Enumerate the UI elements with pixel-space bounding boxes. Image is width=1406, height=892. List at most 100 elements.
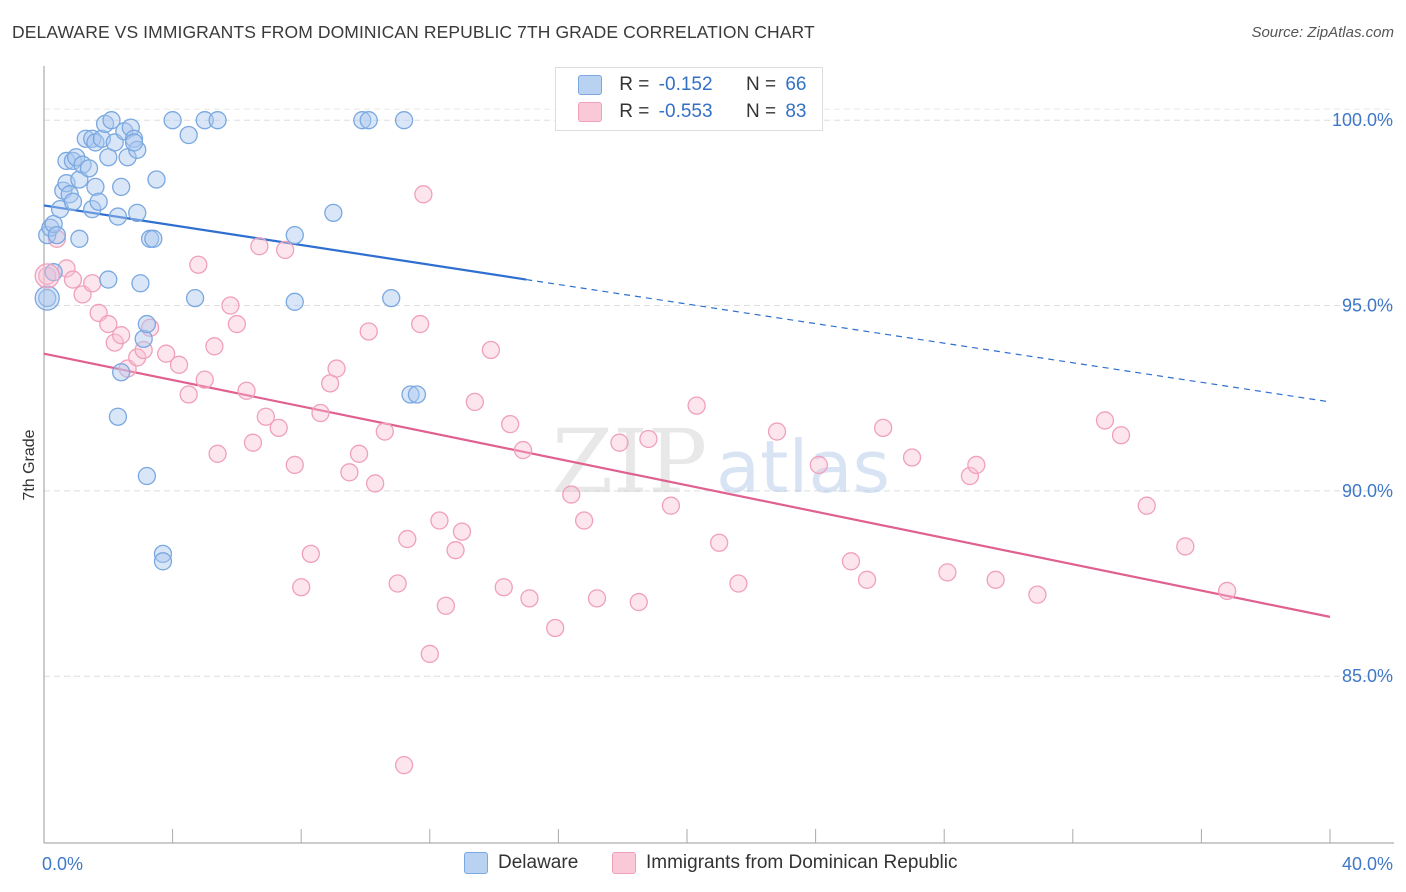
axes [43, 66, 1394, 844]
legend-item-dominican: Immigrants from Dominican Republic [612, 852, 958, 874]
r-value-dominican: -0.553 [658, 101, 713, 122]
delaware-point [285, 225, 304, 245]
delaware-point [112, 177, 131, 197]
dominican-point [587, 589, 607, 608]
dominican-point [938, 563, 957, 582]
dominican-point [237, 381, 256, 400]
delaware-point [112, 363, 131, 382]
dominican-point [398, 529, 417, 549]
dominican-point [99, 314, 118, 334]
delaware-point [163, 111, 182, 130]
dominican-point [520, 589, 539, 608]
dominican-point [481, 340, 501, 360]
y-tick-label: 100.0% [1332, 110, 1393, 130]
x-tick-label-min: 0.0% [42, 854, 83, 874]
delaware-point [407, 385, 427, 404]
delaware-trend-line [43, 204, 527, 281]
dominican-swatch [578, 101, 602, 122]
dominican-point [256, 407, 275, 426]
dominican-trend-line [43, 352, 1331, 618]
delaware-point [121, 118, 140, 137]
dominican-point [375, 422, 394, 441]
legend-row-delaware: R = -0.152 N = 66 [578, 74, 806, 100]
delaware-point [108, 407, 128, 426]
dominican-point [1028, 585, 1047, 604]
dominican-point [394, 756, 414, 775]
delaware-point [128, 203, 147, 223]
dominican-point [179, 385, 198, 404]
delaware-point [47, 225, 67, 245]
delaware-point [131, 274, 150, 293]
delaware-point [34, 285, 60, 311]
dominican-point [465, 392, 484, 412]
dominican-point [250, 237, 269, 256]
delaware-point [89, 192, 108, 211]
dominican-point [873, 418, 893, 437]
x-tick-label-max: 40.0% [1342, 854, 1393, 874]
delaware-point [67, 148, 86, 167]
dominican-point [365, 474, 385, 493]
delaware-point [86, 177, 105, 197]
r-value-delaware: -0.152 [658, 74, 713, 95]
dominican-point [128, 348, 147, 367]
trend-lines [43, 204, 1331, 618]
delaware-point [83, 199, 102, 219]
dominican-point [562, 485, 581, 504]
legend-label-dominican: Immigrants from Dominican Republic [646, 852, 958, 874]
dominican-point [446, 541, 465, 560]
dominican-point [105, 333, 124, 352]
delaware-point [44, 263, 63, 282]
dominican-point [285, 455, 304, 475]
dominican-point [275, 240, 295, 260]
dominican-point [546, 618, 565, 638]
dominican-point [414, 185, 433, 204]
tick-labels: 85.0% 90.0% 95.0% 100.0% 0.0% 40.0% [42, 110, 1393, 874]
dominican-point [902, 448, 922, 467]
delaware-point [38, 288, 57, 308]
correlation-legend: R = -0.152 N = 66 R = -0.553 N = 83 [555, 67, 823, 131]
dominican-point [513, 440, 533, 460]
dominican-point [494, 578, 513, 597]
dominican-point [857, 570, 877, 589]
dominican-point [340, 463, 359, 482]
delaware-legend-swatch [464, 852, 488, 874]
n-label: N = [745, 101, 777, 122]
delaware-point [285, 292, 304, 311]
dominican-point [359, 322, 378, 341]
delaware-point [179, 125, 198, 145]
delaware-point [147, 170, 166, 189]
dominican-point [243, 433, 263, 452]
dominican-point [841, 552, 861, 571]
dominican-point [574, 511, 594, 530]
n-value-dominican: 83 [785, 101, 807, 122]
dominican-legend-swatch [612, 852, 636, 874]
delaware-point [99, 270, 118, 289]
delaware-point [208, 111, 227, 130]
dominican-point [327, 359, 346, 378]
series-legend: Delaware Immigrants from Dominican Repub… [0, 852, 1406, 878]
legend-item-delaware: Delaware [464, 852, 578, 874]
dominican-point [1095, 411, 1115, 430]
delaware-point [63, 192, 83, 211]
delaware-point [382, 288, 401, 308]
n-label: N = [745, 74, 777, 95]
dominican-point [767, 422, 787, 441]
dominican-point [205, 337, 224, 356]
delaware-point [134, 329, 153, 349]
dominican-point [34, 263, 60, 289]
dominican-point [227, 314, 247, 334]
dominican-point [195, 370, 214, 389]
delaware-point [124, 133, 144, 152]
delaware-point [79, 159, 99, 178]
dominican-point [311, 403, 330, 423]
dominican-point [63, 270, 83, 289]
dominican-point [292, 578, 311, 597]
dominican-point [986, 570, 1005, 589]
data-points [34, 111, 1237, 775]
delaware-point [185, 288, 205, 308]
dominican-point [1137, 496, 1156, 515]
dominican-point [452, 522, 472, 541]
dominican-point [411, 314, 430, 334]
delaware-point [353, 111, 372, 130]
